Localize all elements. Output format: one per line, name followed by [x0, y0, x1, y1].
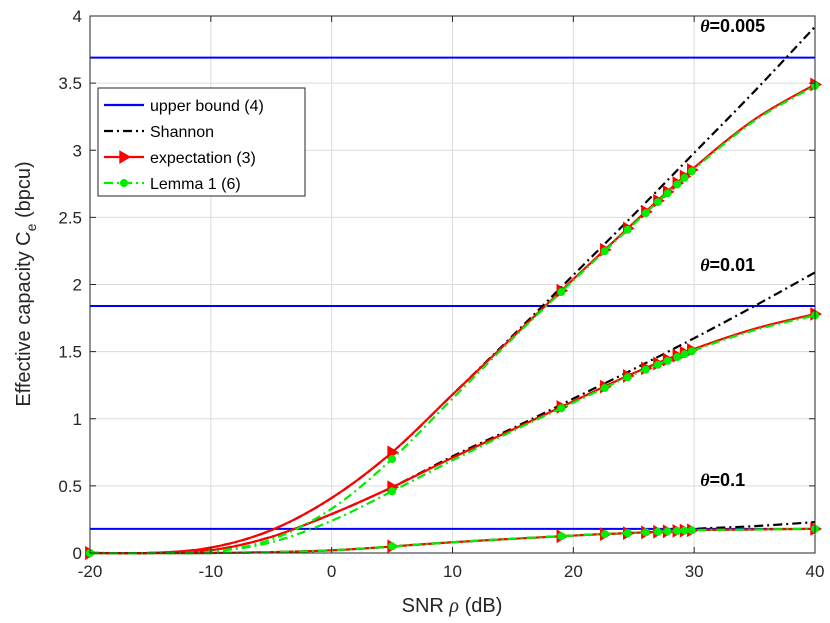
y-tick-label: 1.5 — [58, 343, 82, 362]
lemma-marker — [680, 526, 689, 535]
lemma-marker — [673, 180, 682, 189]
lemma-marker — [687, 347, 696, 356]
legend-item: Lemma 1 (6) — [104, 176, 241, 193]
lemma-marker — [653, 360, 662, 369]
x-axis-label: SNR ρ (dB) — [402, 595, 503, 617]
legend-label: upper bound (4) — [150, 98, 264, 115]
lemma-marker — [641, 209, 650, 218]
lemma-marker — [673, 353, 682, 362]
lemma-marker — [623, 225, 632, 234]
lemma-marker — [680, 173, 689, 182]
lemma-marker — [388, 455, 397, 464]
series-layer — [85, 25, 822, 560]
y-tick-label: 1 — [73, 410, 82, 429]
y-tick-label: 2.5 — [58, 208, 82, 227]
legend-item: upper bound (4) — [104, 98, 264, 115]
lemma-marker — [687, 526, 696, 535]
lemma-marker — [557, 404, 566, 413]
lemma-marker — [687, 167, 696, 176]
lemma-marker — [673, 526, 682, 535]
theta-annotation: θ=0.01 — [700, 255, 755, 275]
x-tick-label: -10 — [199, 562, 224, 581]
lemma-marker — [388, 487, 397, 496]
y-tick-label: 2 — [73, 276, 82, 295]
lemma-marker — [641, 528, 650, 537]
x-tick-label: 0 — [327, 562, 336, 581]
series-line — [89, 314, 816, 555]
y-tick-label: 4 — [73, 7, 82, 26]
series-shannon001 — [89, 271, 816, 555]
legend: upper bound (4) Shannon expectation (3) Lem… — [97, 87, 306, 197]
x-tick-label: 40 — [806, 562, 825, 581]
x-tick-label: -20 — [78, 562, 103, 581]
lemma-marker — [557, 532, 566, 541]
expectation-marker — [119, 150, 131, 164]
lemma-marker — [680, 350, 689, 359]
lemma-marker — [663, 356, 672, 365]
lemma-marker — [641, 365, 650, 374]
legend-label: expectation (3) — [150, 150, 256, 167]
lemma-marker — [653, 198, 662, 207]
theta-annotation: θ=0.005 — [700, 16, 765, 36]
y-tick-label: 0 — [73, 544, 82, 563]
y-tick-label: 3.5 — [58, 74, 82, 93]
legend-item: expectation (3) — [104, 150, 256, 167]
lemma-marker — [557, 288, 566, 297]
lemma-marker — [663, 527, 672, 536]
lemma-marker — [663, 189, 672, 198]
x-tick-label: 20 — [564, 562, 583, 581]
lemma-marker — [120, 179, 128, 187]
lemma-marker — [623, 529, 632, 538]
lemma-marker — [600, 530, 609, 539]
series-lemma-1-6-0005 — [86, 81, 819, 557]
theta-annotations: θ=0.005 θ=0.01 θ=0.1 — [700, 16, 765, 490]
x-tick-label: 30 — [685, 562, 704, 581]
lemma-marker — [600, 247, 609, 256]
legend-item: Shannon — [104, 124, 214, 141]
y-axis-label: Effective capacity Ce (bpcu) — [13, 161, 39, 406]
lemma-marker — [623, 373, 632, 382]
y-tick-label: 0.5 — [58, 477, 82, 496]
series-line — [89, 271, 816, 555]
lemma-marker — [653, 527, 662, 536]
lemma-marker — [388, 542, 397, 551]
x-tick-label: 10 — [443, 562, 462, 581]
theta-annotation: θ=0.1 — [700, 470, 745, 490]
axis-ticks: -20 -10 0 10 20 30 40 0 0.5 1 1.5 2 2.5 3 3.5 4 — [58, 7, 824, 581]
y-tick-label: 3 — [73, 141, 82, 160]
legend-label: Shannon — [150, 124, 214, 141]
legend-label: Lemma 1 (6) — [150, 176, 241, 193]
lemma-marker — [600, 383, 609, 392]
